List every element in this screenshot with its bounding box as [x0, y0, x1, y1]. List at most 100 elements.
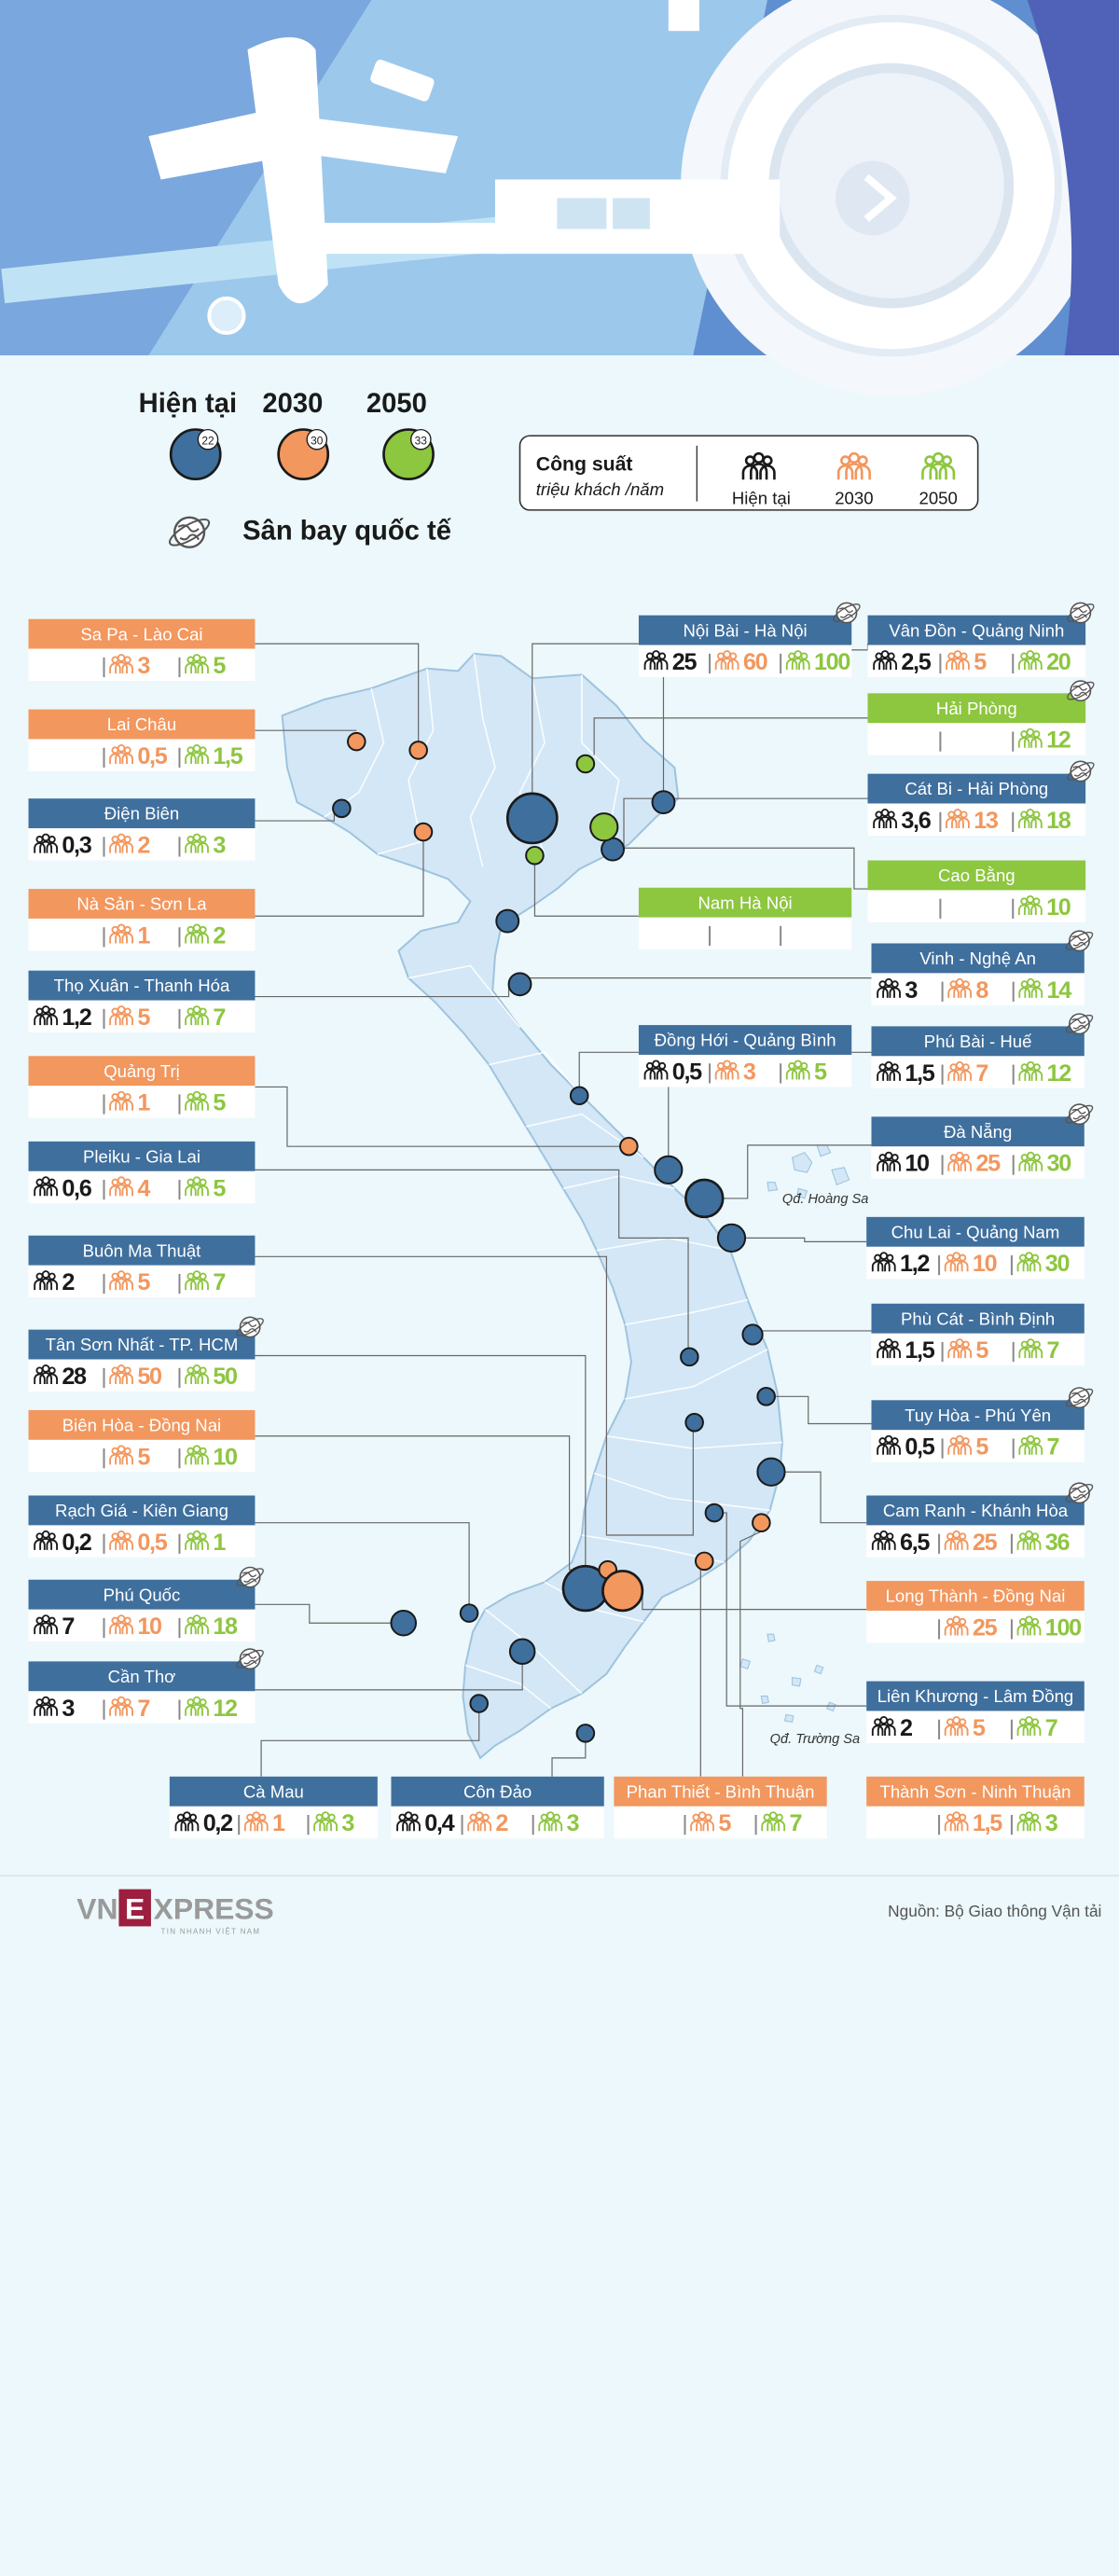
leader-line: [774, 1395, 872, 1425]
airport-cards: Sa Pa - Lào Cai 3 5 Lai Châu 0,5 1,5 Điện Biên…: [28, 600, 1098, 1839]
airport-card: Thọ Xuân - Thanh Hóa 1,2 5 7: [28, 970, 256, 1033]
airport-marker: [525, 845, 545, 866]
airport-name: Phan Thiết - Bình Thuận: [627, 1781, 815, 1801]
capacity-value: 0,2: [203, 1810, 233, 1836]
airport-marker: [716, 1223, 747, 1253]
capacity-2030-label: 2030: [835, 488, 873, 507]
airport-card: Buôn Ma Thuật 2 5 7: [28, 1235, 256, 1298]
airport-marker: [756, 1457, 786, 1487]
airport-card: Sa Pa - Lào Cai 3 5: [28, 618, 256, 682]
capacity-value: 3: [567, 1810, 580, 1836]
airport-card-header: [28, 1579, 256, 1610]
globe-plane-icon: [233, 1314, 267, 1340]
capacity-value: 0,6: [62, 1175, 91, 1201]
airport-card: Chu Lai - Quảng Nam 1,2 10 30: [866, 1216, 1084, 1280]
airport-card: Phù Cát - Bình Định 1,5 5 7: [871, 1303, 1084, 1366]
airport-card-header: [28, 709, 256, 740]
airport-marker: [459, 1603, 479, 1623]
capacity-value: 6,5: [900, 1530, 930, 1556]
airport-card: Phan Thiết - Bình Thuận 5 7: [614, 1776, 827, 1839]
globe-plane-icon: [1063, 928, 1096, 954]
capacity-value: 2: [900, 1715, 913, 1741]
airport-card: Cam Ranh - Khánh Hòa 6,5 25 36: [866, 1480, 1096, 1558]
airport-marker: [589, 812, 619, 842]
capacity-value: 30: [1045, 1251, 1070, 1277]
capacity-unit: triệu khách /năm: [536, 479, 664, 499]
capacity-value: 1: [213, 1530, 226, 1556]
airport-name: Cam Ranh - Khánh Hòa: [883, 1501, 1069, 1520]
airport-marker: [619, 1136, 639, 1156]
airport-card: Điện Biên 0,3 2 3: [28, 798, 256, 861]
airport-name: Cát Bi - Hải Phòng: [905, 779, 1048, 798]
capacity-value: 3: [905, 977, 918, 1004]
airport-card: Rạch Giá - Kiên Giang 0,2 0,5 1: [28, 1495, 256, 1558]
airport-card: Côn Đảo 0,4 2 3: [391, 1776, 604, 1839]
capacity-value: 0,3: [62, 833, 91, 859]
capacity-value: 5: [975, 1337, 988, 1364]
capacity-value: 1,5: [973, 1810, 1002, 1836]
leader-line: [723, 1512, 867, 1707]
vnexpress-logo: VN E XPRESS TIN NHANH VIỆT NAM: [76, 1889, 274, 1935]
leader-line: [255, 1169, 689, 1349]
capacity-value: 7: [137, 1696, 149, 1722]
airport-card-header: [614, 1776, 827, 1807]
capacity-value: 10: [137, 1613, 161, 1640]
airport-name: Lai Châu: [107, 714, 176, 734]
source-note: Nguồn: Bộ Giao thông Vận tải: [888, 1902, 1101, 1920]
airport-card-header: [866, 1681, 1084, 1711]
leader-line: [255, 643, 420, 742]
airport-name: Liên Khương - Lâm Đồng: [877, 1686, 1074, 1706]
leader-line: [255, 840, 424, 917]
airport-name: Phù Cát - Bình Định: [901, 1309, 1055, 1328]
airport-marker: [680, 1347, 699, 1367]
airport-name: Phú Bài - Huế: [924, 1032, 1032, 1051]
airport-card: Pleiku - Gia Lai 0,6 4 5: [28, 1141, 256, 1204]
airport-marker: [569, 1086, 589, 1106]
legend-current-badge: 22: [201, 435, 214, 448]
capacity-value: 2: [137, 833, 150, 859]
leader-line: [260, 1711, 480, 1777]
airport-marker: [508, 1638, 536, 1666]
airport-card: Nội Bài - Hà Nội 25 60 100: [638, 600, 863, 678]
airport-name: Rạch Giá - Kiên Giang: [55, 1501, 228, 1520]
capacity-value: 5: [975, 1434, 988, 1461]
globe-plane-icon: [1064, 758, 1098, 784]
airport-name: Nà Sản - Sơn La: [76, 894, 207, 914]
header-illustration: [0, 0, 1119, 396]
capacity-value: 5: [974, 649, 987, 675]
airport-name: Phú Quốc: [104, 1585, 181, 1604]
logo-vn: VN: [76, 1891, 117, 1925]
leader-line: [255, 1354, 587, 1567]
legend-2050-badge: 33: [415, 435, 428, 448]
airport-marker: [505, 792, 559, 845]
airport-marker: [390, 1609, 418, 1637]
capacity-value: 0,5: [137, 1530, 167, 1556]
capacity-value: 10: [905, 1151, 929, 1177]
airport-card-header: [638, 887, 852, 918]
airport-card-header: [866, 1776, 1084, 1807]
airport-card: Tuy Hòa - Phú Yên 0,5 5 7: [871, 1385, 1096, 1462]
airport-name: Quảng Trị: [104, 1061, 180, 1081]
leader-line: [723, 1144, 872, 1199]
capacity-value: 1: [137, 922, 150, 949]
airport-card-header: [169, 1776, 378, 1807]
airport-marker: [654, 1155, 684, 1184]
globe-plane-icon: [233, 1646, 267, 1672]
airport-marker: [413, 822, 434, 842]
hoang-sa-label: Qđ. Hoàng Sa: [782, 1192, 869, 1207]
airport-card-header: [28, 1235, 256, 1266]
capacity-title: Công suất: [536, 453, 633, 475]
globe-plane-icon: [1063, 1480, 1096, 1506]
airport-card-header: [866, 1216, 1084, 1247]
capacity-value: 4: [137, 1175, 150, 1201]
airport-name: Điện Biên: [104, 804, 180, 824]
airport-card-header: [638, 1025, 852, 1055]
capacity-value: 0,5: [137, 743, 167, 769]
capacity-value: 13: [974, 808, 999, 834]
airport-name: Biên Hòa - Đồng Nai: [62, 1415, 221, 1434]
capacity-2050-label: 2050: [919, 488, 957, 507]
capacity-legend-box: [518, 435, 979, 511]
airport-card-header: [866, 1581, 1084, 1611]
capacity-value: 8: [975, 977, 988, 1004]
airport-name: Đà Nẵng: [944, 1122, 1012, 1142]
